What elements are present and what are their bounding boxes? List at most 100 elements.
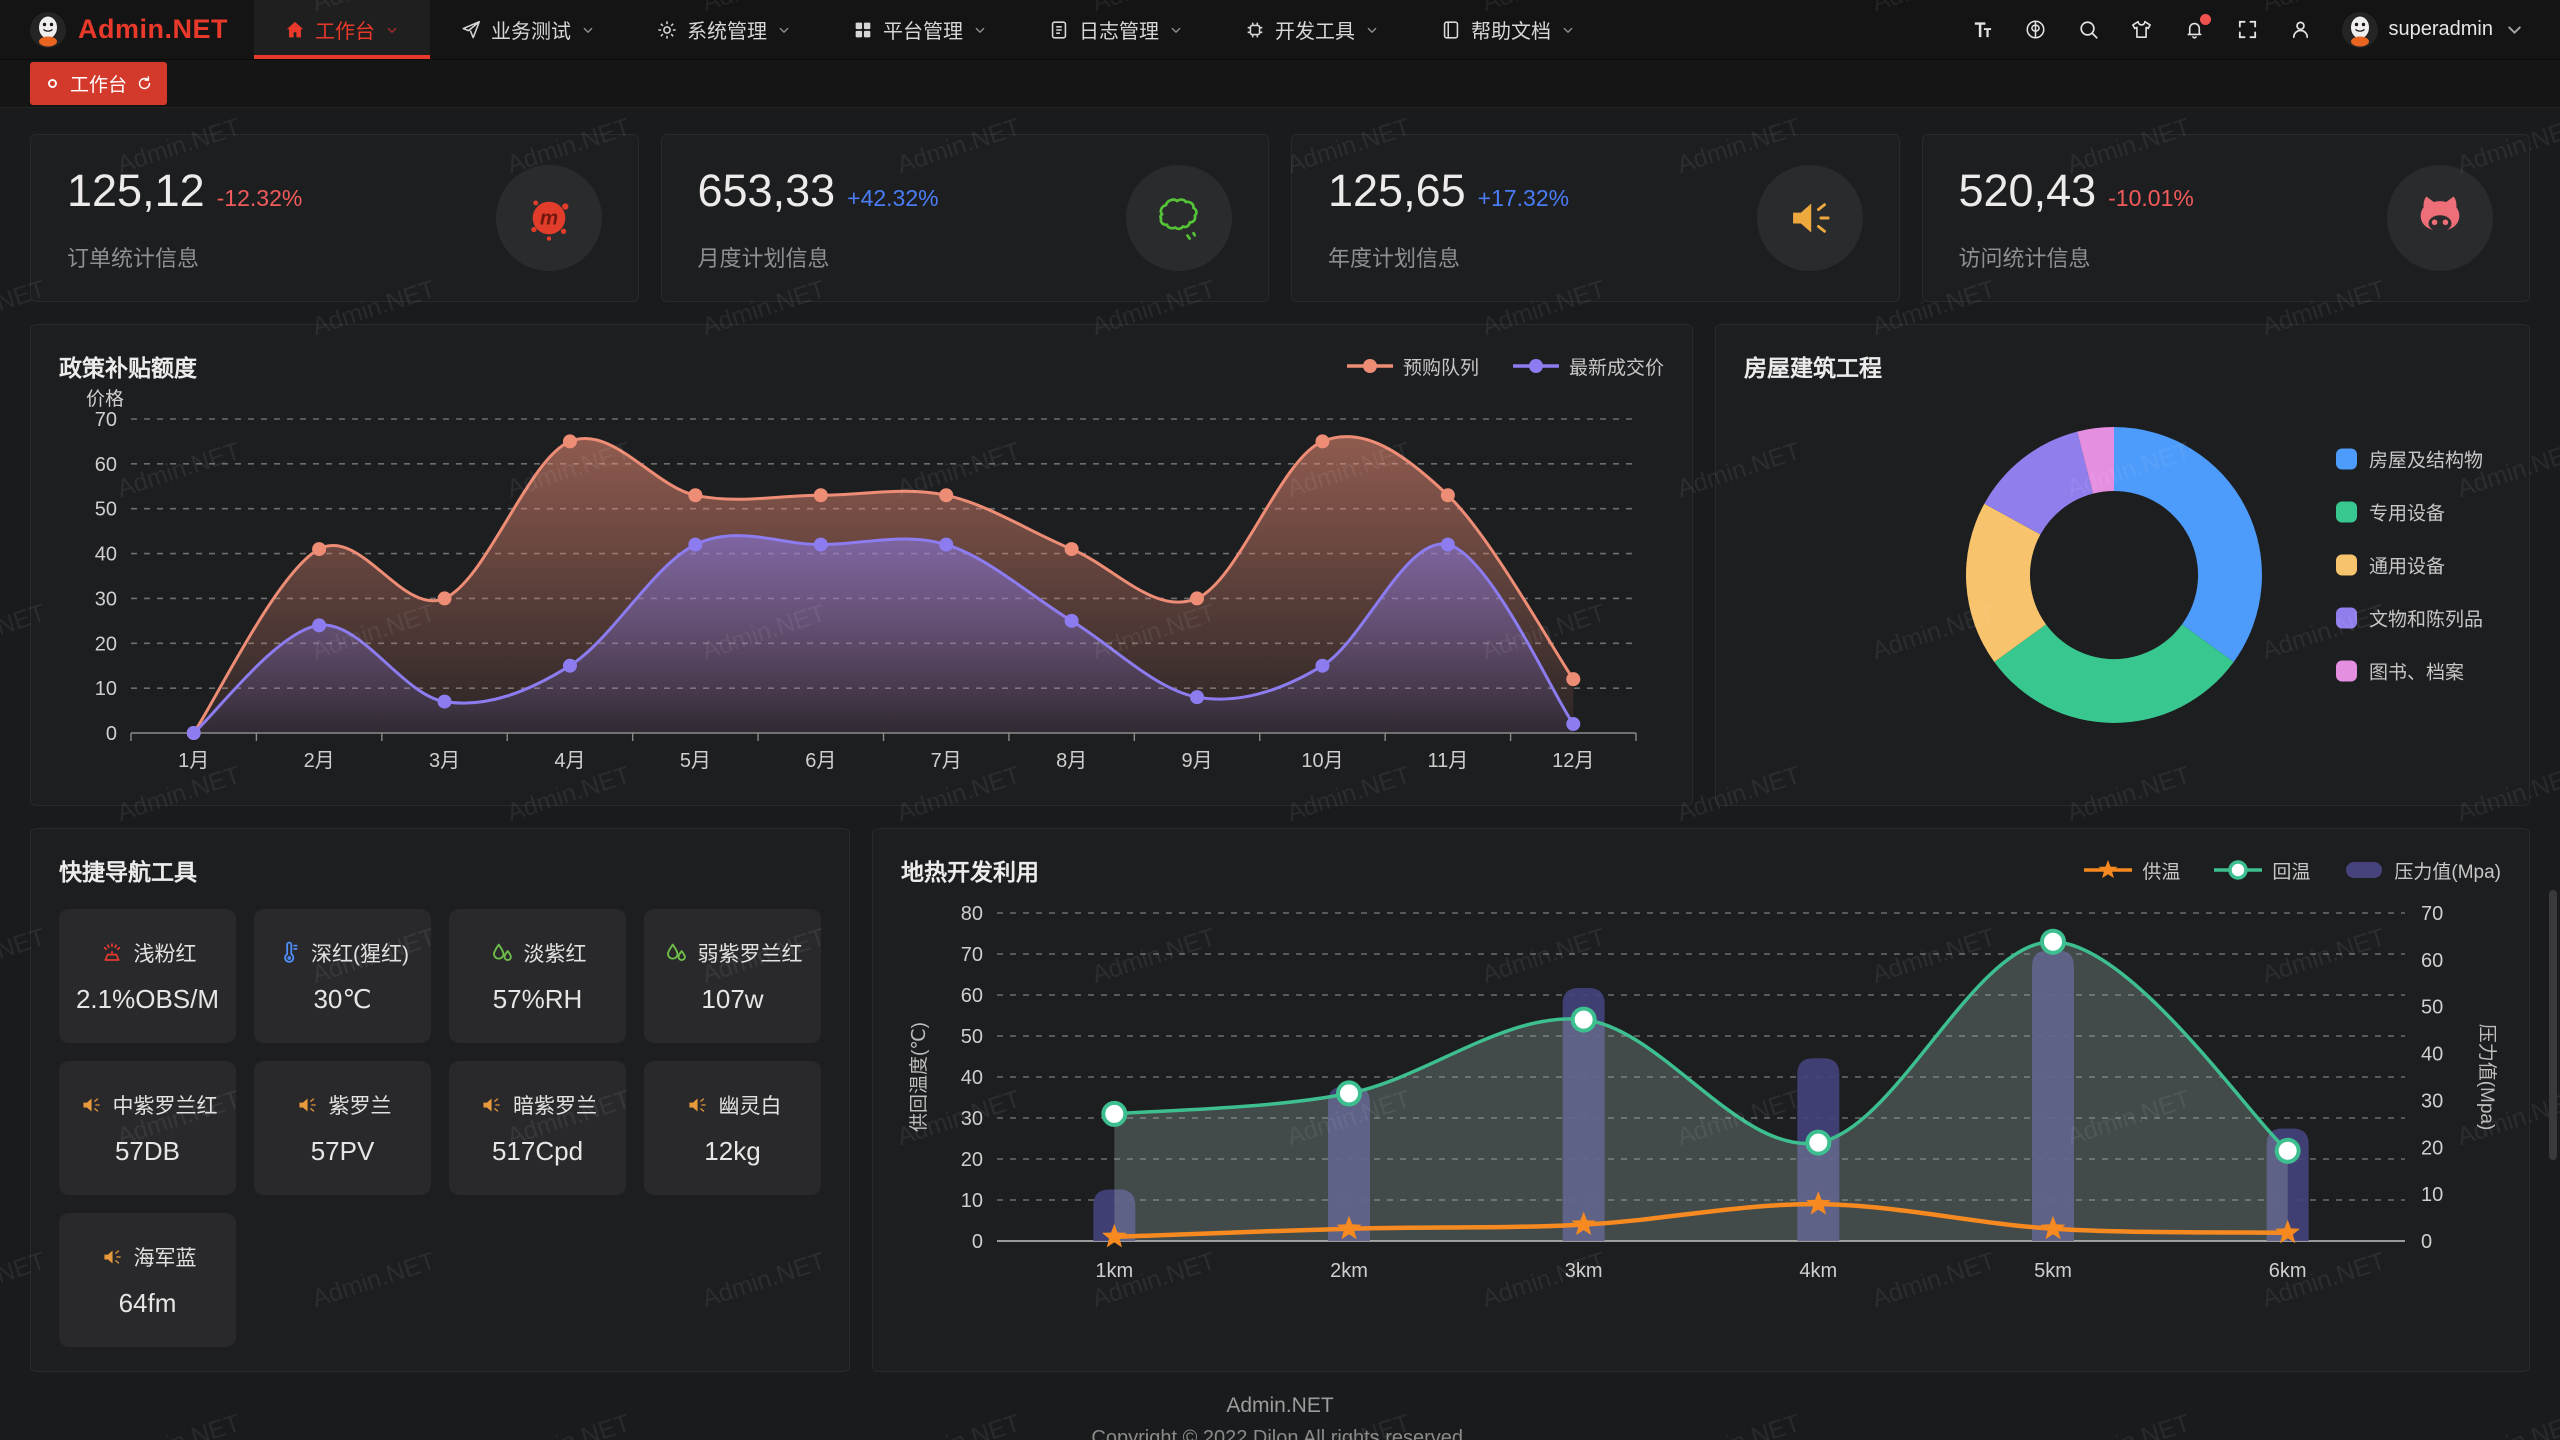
svg-text:30: 30 — [95, 588, 117, 610]
svg-text:20: 20 — [961, 1149, 983, 1171]
menu-item-2[interactable]: 系统管理 — [626, 0, 822, 59]
stat-card-3: 520,43 -10.01% 访问统计信息 — [1921, 134, 2530, 302]
svg-text:50: 50 — [2421, 997, 2443, 1019]
quick-nav-button-8[interactable]: 海军蓝 64fm — [59, 1213, 236, 1347]
quick-nav-button-1[interactable]: 深红(猩红) 30℃ — [254, 909, 431, 1043]
svg-text:30: 30 — [961, 1108, 983, 1130]
menu-item-label: 开发工具 — [1275, 21, 1355, 43]
stat-value: 520,43 -10.01% — [1958, 165, 2194, 216]
legend-item-回温[interactable]: 回温 — [2214, 857, 2310, 884]
font-size-icon[interactable] — [1971, 18, 1994, 41]
quick-nav-button-0[interactable]: 浅粉红 2.1%OBS/M — [59, 909, 236, 1043]
fullscreen-icon[interactable] — [2236, 18, 2259, 41]
quick-nav-value: 107w — [701, 983, 764, 1014]
home-icon — [284, 19, 306, 41]
legend-item-文物和陈列品[interactable]: 文物和陈列品 — [2335, 605, 2483, 632]
svg-text:6km: 6km — [2269, 1260, 2307, 1282]
stat-delta: -12.32% — [216, 185, 303, 211]
app-logo: Admin.NET — [0, 0, 254, 59]
legend-item-最新成交价[interactable]: 最新成交价 — [1512, 353, 1664, 380]
theme-icon[interactable] — [2130, 18, 2153, 41]
svg-text:压力值(Mpa): 压力值(Mpa) — [2476, 1024, 2498, 1131]
bell-icon[interactable] — [2183, 14, 2212, 41]
user-avatar — [2342, 11, 2379, 48]
quick-nav-button-6[interactable]: 暗紫罗兰 517Cpd — [449, 1061, 626, 1195]
svg-text:4km: 4km — [1799, 1260, 1837, 1282]
menu-item-6[interactable]: 帮助文档 — [1410, 0, 1606, 59]
svg-text:10: 10 — [961, 1190, 983, 1212]
quick-nav-value: 57PV — [310, 1135, 375, 1166]
stat-card-2: 125,65 +17.32% 年度计划信息 — [1291, 134, 1900, 302]
svg-text:70: 70 — [95, 409, 117, 431]
chevron-down-icon — [384, 22, 400, 38]
drops-icon — [489, 940, 515, 966]
refresh-icon[interactable] — [136, 75, 153, 92]
panel-building-donut: 房屋建筑工程 房屋及结构物 专用设备 通用设备 文物和陈列品 图书、档案 — [1715, 324, 2530, 806]
geothermal-combo-chart: 0 10 20 30 40 50 60 70 80 0 10 20 30 40 50 60 70 供回温度(℃) 压… — [908, 903, 2498, 1282]
legend-item-供温[interactable]: 供温 — [2084, 857, 2180, 884]
quick-nav-grid: 浅粉红 2.1%OBS/M 深红(猩红) 30℃ 淡紫红 57%RH 弱紫罗兰红 107w 中紫… — [59, 909, 821, 1347]
panel-geothermal-chart: 地热开发利用 供温 回温 压力值(Mpa) 0 10 20 30 40 50 60 70 80 0 10… — [872, 828, 2530, 1372]
svg-text:11月: 11月 — [1427, 750, 1468, 772]
svg-text:40: 40 — [95, 544, 117, 566]
panel-title: 地热开发利用 — [901, 859, 1039, 885]
quick-nav-button-5[interactable]: 紫罗兰 57PV — [254, 1061, 431, 1195]
quick-nav-button-7[interactable]: 幽灵白 12kg — [644, 1061, 821, 1195]
svg-text:0: 0 — [106, 723, 117, 745]
quick-nav-name: 幽灵白 — [684, 1090, 782, 1120]
scrollbar-thumb[interactable] — [2549, 890, 2557, 1160]
legend-item-通用设备[interactable]: 通用设备 — [2335, 552, 2483, 579]
quick-nav-name: 暗紫罗兰 — [478, 1090, 597, 1120]
user-menu[interactable]: superadmin — [2342, 11, 2526, 48]
app-header: Admin.NET 工作台 业务测试 系统管理 平台管理 日志管理 开发工具 帮助文档 su… — [0, 0, 2560, 60]
search-icon[interactable] — [2077, 18, 2100, 41]
legend-item-压力值(Mpa)[interactable]: 压力值(Mpa) — [2344, 857, 2501, 884]
brand-title: Admin.NET — [78, 14, 228, 44]
menu-item-label: 平台管理 — [883, 21, 963, 43]
meetup-icon: m — [495, 165, 602, 271]
tab-dot-icon — [44, 75, 61, 92]
chevron-down-icon — [1168, 22, 1184, 38]
svg-text:50: 50 — [961, 1026, 983, 1048]
menu-item-3[interactable]: 平台管理 — [822, 0, 1018, 59]
menu-item-1[interactable]: 业务测试 — [430, 0, 626, 59]
svg-text:8月: 8月 — [1056, 750, 1087, 772]
tab-workbench[interactable]: 工作台 — [30, 62, 168, 105]
menu-item-4[interactable]: 日志管理 — [1018, 0, 1214, 59]
send-icon — [460, 19, 482, 41]
quick-nav-button-3[interactable]: 弱紫罗兰红 107w — [644, 909, 821, 1043]
quick-nav-button-4[interactable]: 中紫罗兰红 57DB — [59, 1061, 236, 1195]
user-name: superadmin — [2388, 18, 2493, 40]
legend-item-专用设备[interactable]: 专用设备 — [2335, 499, 2483, 526]
menu-item-5[interactable]: 开发工具 — [1214, 0, 1410, 59]
svg-text:30: 30 — [2421, 1090, 2443, 1112]
stat-label: 年度计划信息 — [1328, 246, 1461, 271]
quick-nav-name: 弱紫罗兰红 — [663, 938, 803, 968]
svg-text:3月: 3月 — [429, 750, 460, 772]
stat-delta: +42.32% — [847, 185, 939, 211]
quick-nav-button-2[interactable]: 淡紫红 57%RH — [449, 909, 626, 1043]
quick-nav-value: 12kg — [704, 1135, 761, 1166]
building-donut-chart — [1966, 426, 2262, 723]
legend-item-图书、档案[interactable]: 图书、档案 — [2335, 658, 2483, 685]
svg-text:20: 20 — [2421, 1137, 2443, 1159]
language-icon[interactable] — [2024, 18, 2047, 41]
quick-nav-name: 深红(猩红) — [276, 938, 409, 968]
grid-icon — [852, 19, 874, 41]
quick-nav-value: 57%RH — [492, 983, 583, 1014]
legend-item-预购队列[interactable]: 预购队列 — [1346, 353, 1479, 380]
quick-nav-name: 海军蓝 — [99, 1242, 197, 1272]
user-icon[interactable] — [2289, 18, 2312, 41]
stat-cards-row: 125,12 -12.32% 订单统计信息 m 653,33 +42.32% 月度计划信息 1… — [30, 134, 2530, 302]
svg-text:10: 10 — [95, 678, 117, 700]
panel-title: 政策补贴额度 — [59, 355, 197, 381]
panel-subsidy-chart: 政策补贴额度 预购队列 最新成交价 0 10 20 30 40 50 60 70 价格 1月 2月 3月… — [30, 324, 1693, 806]
svg-text:1月: 1月 — [178, 750, 209, 772]
quick-nav-value: 30℃ — [313, 983, 372, 1014]
stat-value: 125,12 -12.32% — [67, 165, 303, 216]
stat-label: 访问统计信息 — [1958, 246, 2091, 271]
menu-item-0[interactable]: 工作台 — [254, 0, 430, 59]
menu-item-label: 业务测试 — [491, 21, 571, 43]
legend-item-房屋及结构物[interactable]: 房屋及结构物 — [2335, 446, 2483, 473]
svg-text:9月: 9月 — [1181, 750, 1212, 772]
